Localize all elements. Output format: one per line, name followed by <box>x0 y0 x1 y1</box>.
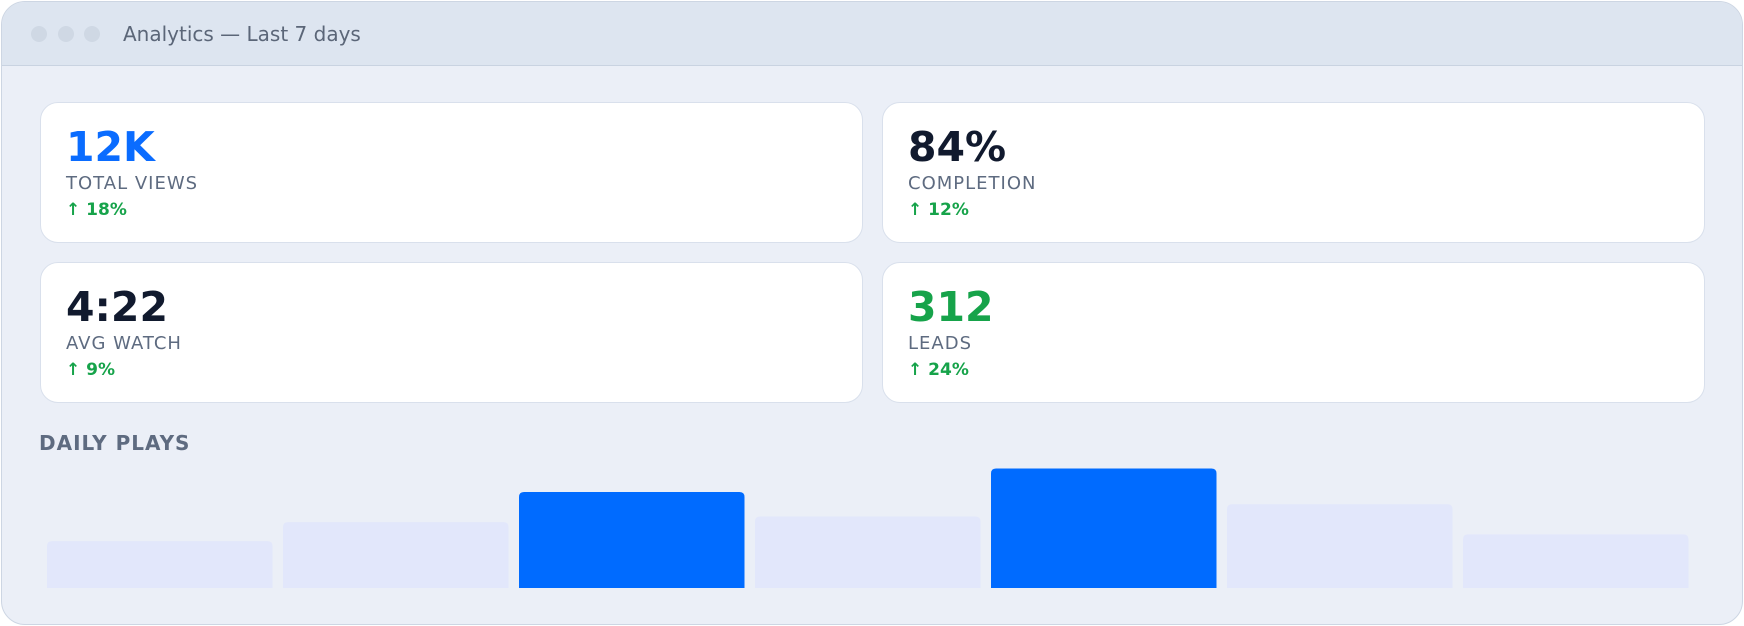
stat-card: 12K TOTAL VIEWS ↑ 18% <box>40 102 863 243</box>
stat-label: COMPLETION <box>908 173 1037 194</box>
stat-value: 84% <box>908 123 1007 171</box>
stat-value: 4:22 <box>66 283 168 331</box>
title-bar: Analytics — Last 7 days <box>2 2 1742 66</box>
window-title: Analytics — Last 7 days <box>123 22 361 46</box>
stat-change: ↑ 9% <box>66 360 116 380</box>
stat-change: ↑ 24% <box>908 360 969 380</box>
stat-value: 312 <box>908 283 994 331</box>
stat-card: 84% COMPLETION ↑ 12% <box>882 102 1705 243</box>
stat-label: TOTAL VIEWS <box>66 173 199 194</box>
stat-card: 4:22 AVG WATCH ↑ 9% <box>40 262 863 403</box>
window-dot[interactable] <box>31 26 47 42</box>
stat-label: LEADS <box>908 333 973 354</box>
bar <box>283 522 509 588</box>
window-dot[interactable] <box>84 26 100 42</box>
stat-change: ↑ 18% <box>66 200 127 220</box>
stat-value: 12K <box>66 123 155 171</box>
bar <box>1227 504 1453 588</box>
stat-label: AVG WATCH <box>66 333 182 354</box>
bar <box>991 468 1217 588</box>
window-dot[interactable] <box>58 26 74 42</box>
stat-change: ↑ 12% <box>908 200 969 220</box>
bar <box>1463 534 1689 588</box>
bar <box>755 516 981 588</box>
bar <box>47 541 273 588</box>
chart-title: DAILY PLAYS <box>39 431 191 455</box>
stat-card: 312 LEADS ↑ 24% <box>882 262 1705 403</box>
bar <box>519 491 745 588</box>
